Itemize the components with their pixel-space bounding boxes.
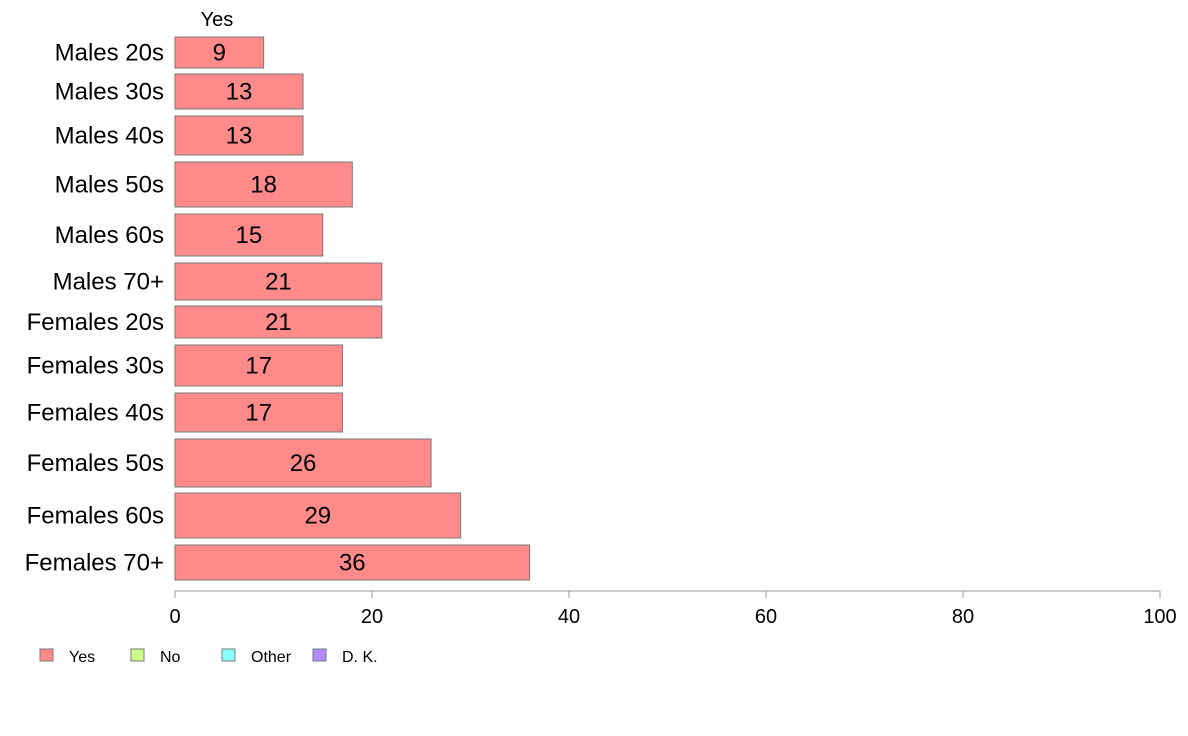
legend: Yes No Other D. K.	[39, 648, 378, 666]
legend-swatch	[312, 648, 327, 662]
bar	[174, 115, 304, 156]
bar	[174, 213, 324, 257]
bar-value-label: 13	[226, 79, 253, 106]
category-label: Males 30s	[55, 79, 164, 106]
legend-label: D. K.	[342, 649, 378, 666]
tick-label: 0	[169, 606, 180, 628]
legend-label: Yes	[69, 649, 95, 666]
bar-value-label: 13	[226, 123, 253, 150]
legend-swatch	[130, 648, 145, 662]
legend-swatch	[221, 648, 236, 662]
category-label: Males 20s	[55, 40, 164, 67]
category-label: Females 40s	[27, 400, 164, 427]
tick-label: 40	[558, 606, 580, 628]
bar-value-label: 21	[265, 269, 292, 296]
category-label: Females 60s	[27, 503, 164, 530]
category-label: Females 30s	[27, 353, 164, 380]
bar-value-label: 29	[304, 503, 331, 530]
value-axis: 0 20 40 60 80 100	[169, 590, 1177, 628]
bar	[174, 544, 531, 581]
bar-value-label: 15	[236, 222, 263, 249]
category-label: Males 40s	[55, 123, 164, 150]
bar	[174, 492, 462, 539]
category-label: Males 70+	[53, 269, 164, 296]
category-label: Females 20s	[27, 309, 164, 336]
bar-value-label: 36	[339, 550, 366, 577]
category-label: Males 50s	[55, 172, 164, 199]
tick-label: 100	[1143, 606, 1176, 628]
bar-value-label: 26	[290, 450, 317, 477]
bar	[174, 438, 432, 488]
tick-label: 20	[361, 606, 383, 628]
bar-value-label: 21	[265, 309, 292, 336]
bar	[174, 161, 353, 208]
legend-swatch	[39, 648, 54, 662]
bar	[174, 392, 343, 433]
tick-label: 60	[755, 606, 777, 628]
legend-label: No	[160, 649, 181, 666]
column-header: Yes	[201, 9, 234, 31]
bar	[174, 73, 304, 110]
bar	[174, 344, 343, 387]
category-label: Females 70+	[25, 550, 164, 577]
bar	[174, 262, 383, 301]
bar	[174, 305, 383, 339]
legend-label: Other	[251, 649, 292, 666]
bar	[174, 36, 265, 69]
bar-value-label: 17	[245, 353, 272, 380]
category-label: Females 50s	[27, 450, 164, 477]
category-labels: Males 20s Males 30s Males 40s Males 50s Male…	[25, 40, 164, 577]
bar-value-label: 17	[245, 400, 272, 427]
bar-value-label: 18	[250, 172, 277, 199]
tick-label: 80	[952, 606, 974, 628]
category-label: Males 60s	[55, 222, 164, 249]
bar-value-label: 9	[213, 40, 226, 67]
